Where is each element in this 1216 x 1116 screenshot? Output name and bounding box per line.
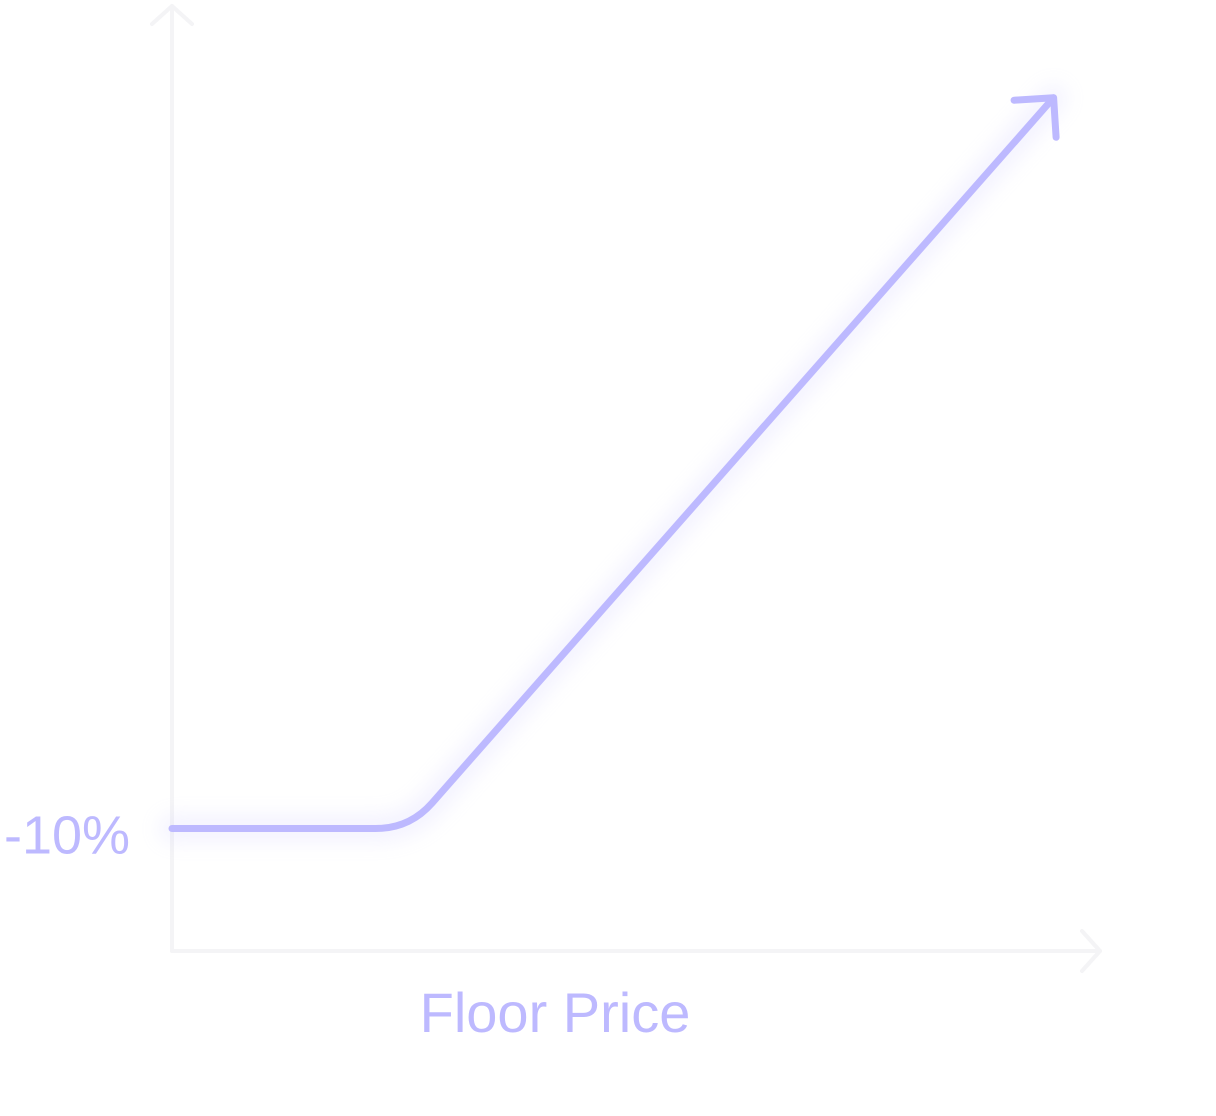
- x-axis-arrowhead: [1080, 929, 1102, 973]
- series-group: [159, 84, 1067, 842]
- axes: [150, 4, 1102, 973]
- series-0-arrowhead: [1010, 94, 1060, 141]
- y-tick-label: -10%: [4, 806, 130, 866]
- y-axis-arrowhead: [150, 4, 194, 26]
- series-0-glow: [159, 84, 1067, 842]
- x-axis-label: Floor Price: [420, 981, 691, 1044]
- series-0-line: [168, 94, 1058, 833]
